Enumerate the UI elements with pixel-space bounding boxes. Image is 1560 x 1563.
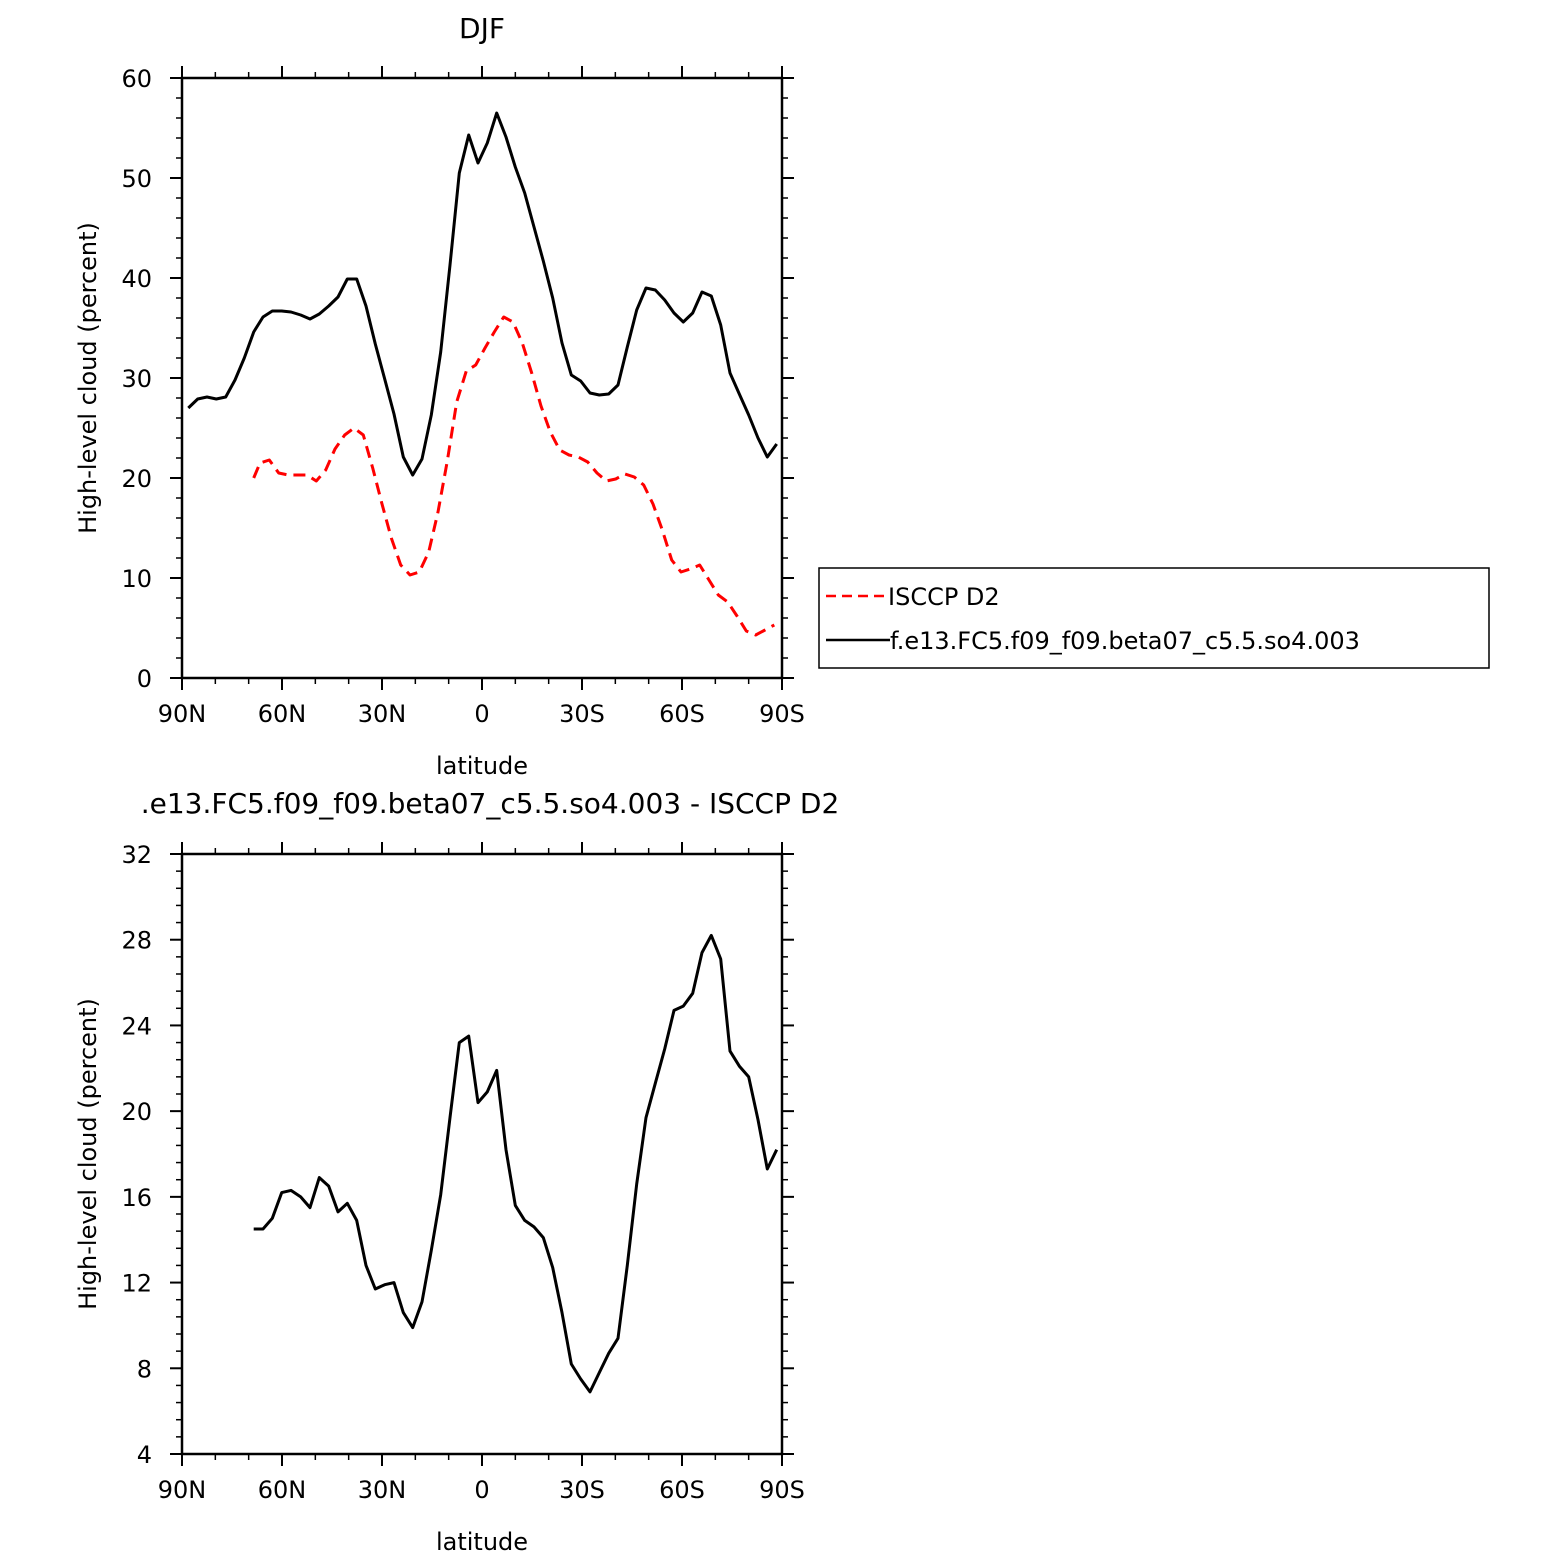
y-tick-label: 8 bbox=[137, 1355, 152, 1383]
y-tick-label: 30 bbox=[121, 365, 152, 393]
legend-label: ISCCP D2 bbox=[888, 583, 1000, 611]
y-tick-label: 50 bbox=[121, 165, 152, 193]
y-tick-label: 20 bbox=[121, 1098, 152, 1126]
legend: ISCCP D2 f.e13.FC5.f09_f09.beta07_c5.5.s… bbox=[818, 567, 1490, 669]
x-tick-label: 90N bbox=[158, 700, 207, 728]
y-tick-label: 12 bbox=[121, 1270, 152, 1298]
x-tick-label: 30N bbox=[358, 700, 407, 728]
x-tick-label: 60N bbox=[258, 1476, 307, 1504]
y-axis-label: High-level cloud (percent) bbox=[74, 222, 102, 534]
panel-title: DJF bbox=[459, 12, 505, 45]
y-tick-label: 4 bbox=[137, 1441, 152, 1469]
x-tick-label: 30S bbox=[559, 700, 605, 728]
x-axis-label: latitude bbox=[436, 752, 528, 780]
y-tick-label: 32 bbox=[121, 841, 152, 869]
plot-area: 90N 60N 30N 0 30S 60S 90S 0 10 20 30 40 50 60 bbox=[121, 65, 804, 728]
series-line-0 bbox=[252, 315, 776, 637]
x-tick-label: 0 bbox=[474, 700, 489, 728]
x-tick-label: 90N bbox=[158, 1476, 207, 1504]
x-tick-label: 60N bbox=[258, 700, 307, 728]
x-tick-label: 60S bbox=[659, 700, 705, 728]
y-tick-label: 40 bbox=[121, 265, 152, 293]
y-tick-label: 28 bbox=[121, 927, 152, 955]
series-line-0 bbox=[253, 933, 779, 1394]
y-tick-label: 60 bbox=[121, 65, 152, 93]
y-tick-label: 0 bbox=[137, 665, 152, 693]
series-line-1 bbox=[187, 111, 778, 477]
plot-frame bbox=[180, 852, 784, 1456]
y-tick-label: 24 bbox=[121, 1012, 152, 1040]
legend-item: f.e13.FC5.f09_f09.beta07_c5.5.so4.003 bbox=[826, 627, 1360, 655]
legend-box bbox=[818, 567, 1490, 669]
x-tick-label: 30S bbox=[559, 1476, 605, 1504]
x-axis-label: latitude bbox=[436, 1528, 528, 1556]
bottom-panel: .e13.FC5.f09_f09.beta07_c5.5.so4.003 - I… bbox=[74, 787, 839, 1556]
y-tick-label: 16 bbox=[121, 1184, 152, 1212]
y-tick-label: 20 bbox=[121, 465, 152, 493]
x-tick-label: 90S bbox=[759, 1476, 805, 1504]
panel-title: .e13.FC5.f09_f09.beta07_c5.5.so4.003 - I… bbox=[141, 787, 840, 820]
x-tick-label: 0 bbox=[474, 1476, 489, 1504]
x-tick-label: 30N bbox=[358, 1476, 407, 1504]
y-axis-label: High-level cloud (percent) bbox=[74, 998, 102, 1310]
plot-area: 90N 60N 30N 0 30S 60S 90S 4 8 12 16 20 24 28 32 bbox=[121, 841, 804, 1504]
x-tick-label: 60S bbox=[659, 1476, 705, 1504]
plot-frame bbox=[180, 76, 784, 680]
y-tick-label: 10 bbox=[121, 565, 152, 593]
x-tick-label: 90S bbox=[759, 700, 805, 728]
top-panel: DJF 90N 60N 30N 0 30S 60S 90S 0 10 20 30 40 50 60 lat… bbox=[74, 12, 805, 780]
legend-item: ISCCP D2 bbox=[826, 583, 1000, 611]
legend-label: f.e13.FC5.f09_f09.beta07_c5.5.so4.003 bbox=[890, 627, 1360, 655]
